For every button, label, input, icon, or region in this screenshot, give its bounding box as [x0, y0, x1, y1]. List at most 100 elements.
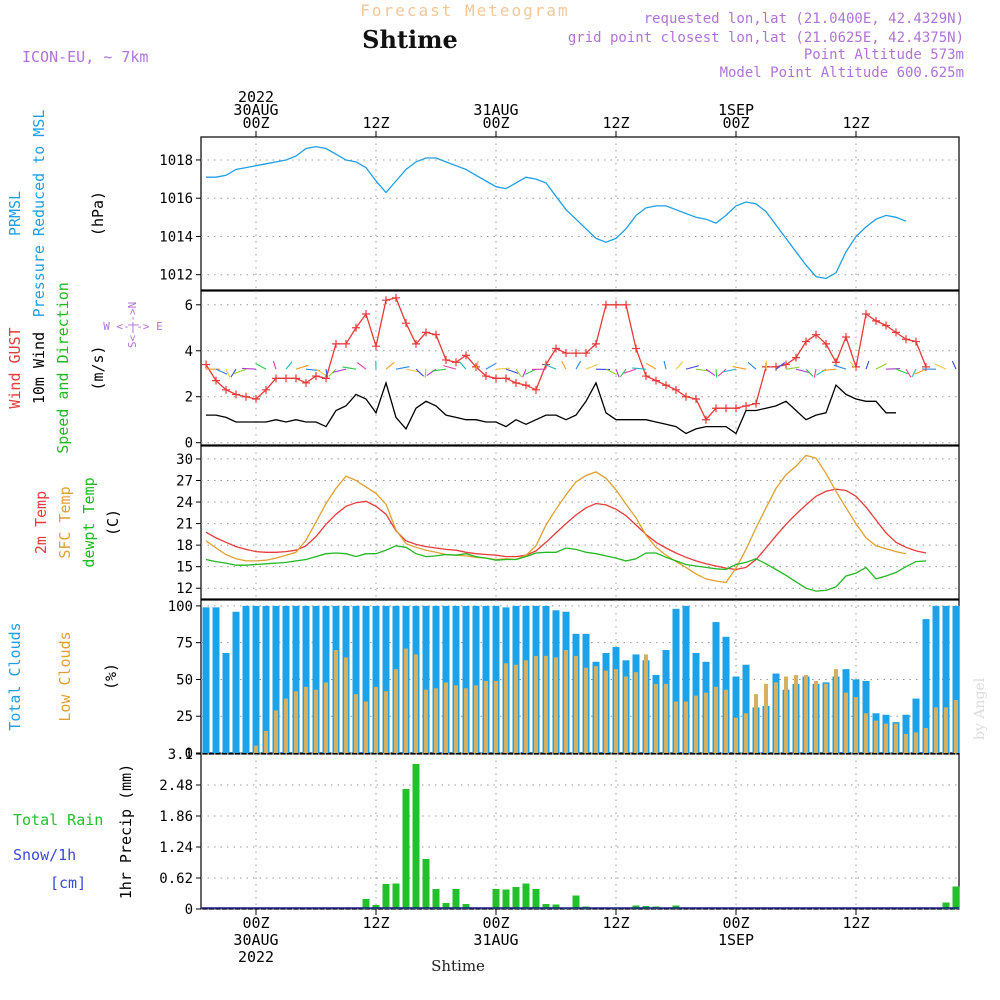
wind-arrow: [295, 364, 309, 370]
top-time-label: 12Z: [362, 114, 389, 132]
y-tick-label: 21: [176, 517, 193, 533]
gust-marker: [682, 392, 690, 401]
low-cloud-bar: [294, 691, 298, 753]
low-cloud-bar: [274, 710, 278, 753]
gust-marker: [372, 342, 380, 351]
low-cloud-bar: [864, 713, 868, 753]
y-axis-label: 1hr Precip (mm): [117, 764, 135, 899]
gust-marker: [462, 351, 470, 360]
panel-wind: 0 2 4 6 Wind GUST 10m Wind Speed and Direction…: [6, 282, 960, 454]
low-cloud-bar: [954, 700, 958, 753]
total-cloud-bar: [682, 605, 690, 753]
total-cloud-bar: [372, 605, 380, 753]
y-axis-label: (%): [102, 663, 120, 690]
gust-marker: [842, 332, 850, 341]
low-cloud-bar: [324, 682, 328, 753]
total-cloud-bar: [362, 605, 370, 753]
series-line-0: [205, 297, 927, 421]
bottom-time-label: 31AUG: [473, 931, 518, 949]
low-cloud-bar: [844, 692, 848, 753]
gust-marker: [582, 349, 590, 358]
gust-marker: [652, 376, 660, 385]
low-cloud-bar: [524, 660, 528, 753]
total-cloud-bar: [282, 605, 290, 753]
y-axis-label: Speed and Direction: [54, 282, 72, 454]
panel-clouds: 0 25 50 75 100 Total Clouds Low Clouds (%): [6, 599, 960, 762]
y-axis-label: dewpt Temp: [80, 477, 98, 567]
low-cloud-bar: [314, 689, 318, 753]
wind-arrow: [561, 360, 567, 370]
y-tick-label: 0: [185, 902, 193, 918]
gust-marker: [242, 392, 250, 401]
y-tick-label: 0.62: [159, 871, 193, 887]
wind-arrow: [424, 369, 427, 378]
bottom-time-label: 00Z: [242, 914, 269, 932]
wind-arrow: [675, 361, 684, 370]
wind-arrow: [645, 362, 657, 370]
gust-marker: [712, 404, 720, 413]
y-axis-label: Low Clouds: [56, 631, 74, 721]
gust-marker: [222, 385, 230, 394]
wind-arrow: [325, 369, 329, 378]
precip-bar: [392, 883, 400, 909]
top-time-label: 12Z: [602, 114, 629, 132]
total-cloud-bar: [322, 605, 330, 753]
gust-marker: [612, 300, 620, 309]
precip-bar: [532, 889, 540, 909]
low-cloud-bar: [464, 688, 468, 753]
gust-marker: [262, 385, 270, 394]
gust-marker: [362, 309, 370, 318]
chart-header: Forecast Meteogram Shtime ICON-EU, ~ 7km…: [22, 1, 964, 81]
wind-arrow: [717, 368, 727, 377]
bottom-time-label: 30AUG: [233, 931, 278, 949]
y-tick-label: 1.24: [159, 840, 193, 856]
y-tick-label: 1012: [159, 268, 193, 284]
low-cloud-bar: [304, 686, 308, 753]
low-cloud-bar: [544, 655, 548, 753]
gust-marker: [392, 293, 400, 302]
wind-arrow: [242, 367, 257, 370]
low-cloud-bar: [774, 682, 778, 753]
precip-bar: [402, 789, 410, 909]
total-cloud-bar: [462, 605, 470, 753]
wind-arrow: [705, 368, 716, 377]
gust-marker: [602, 300, 610, 309]
wind-arrow: [732, 366, 747, 370]
total-cloud-bar: [352, 605, 360, 753]
wind-arrow: [285, 361, 293, 370]
series-line-1: [206, 380, 896, 435]
wind-arrow: [885, 368, 900, 370]
wind-arrow: [459, 361, 467, 370]
gust-marker: [702, 415, 710, 424]
wind-arrow: [951, 360, 957, 370]
total-cloud-bar: [442, 605, 450, 753]
low-cloud-bar: [914, 732, 918, 753]
gust-marker: [632, 344, 640, 353]
gust-marker: [902, 335, 910, 344]
precip-bar: [502, 889, 510, 909]
gust-marker: [872, 316, 880, 325]
total-cloud-bar: [482, 605, 490, 753]
low-cloud-bar: [814, 680, 818, 753]
compass-we: W <-|-> E: [103, 320, 163, 333]
gust-marker: [812, 330, 820, 339]
low-cloud-bar: [904, 733, 908, 753]
gust-marker: [432, 330, 440, 339]
y-tick-label: 1016: [159, 191, 193, 207]
total-cloud-bar: [252, 605, 260, 753]
low-cloud-bar: [704, 692, 708, 753]
gust-marker: [342, 339, 350, 348]
wind-arrow: [685, 365, 699, 370]
low-cloud-bar: [504, 663, 508, 753]
gust-marker: [552, 344, 560, 353]
wind-arrow: [395, 366, 410, 370]
wind-arrow: [332, 368, 347, 373]
precip-bar: [382, 884, 390, 909]
low-cloud-bar: [764, 683, 768, 753]
y-axis-label: PRMSL: [6, 191, 24, 236]
low-cloud-bar: [584, 667, 588, 753]
wind-arrow: [233, 368, 247, 375]
total-cloud-bar: [672, 608, 680, 753]
low-cloud-bar: [754, 694, 758, 753]
y-tick-label: 2.48: [159, 778, 193, 794]
